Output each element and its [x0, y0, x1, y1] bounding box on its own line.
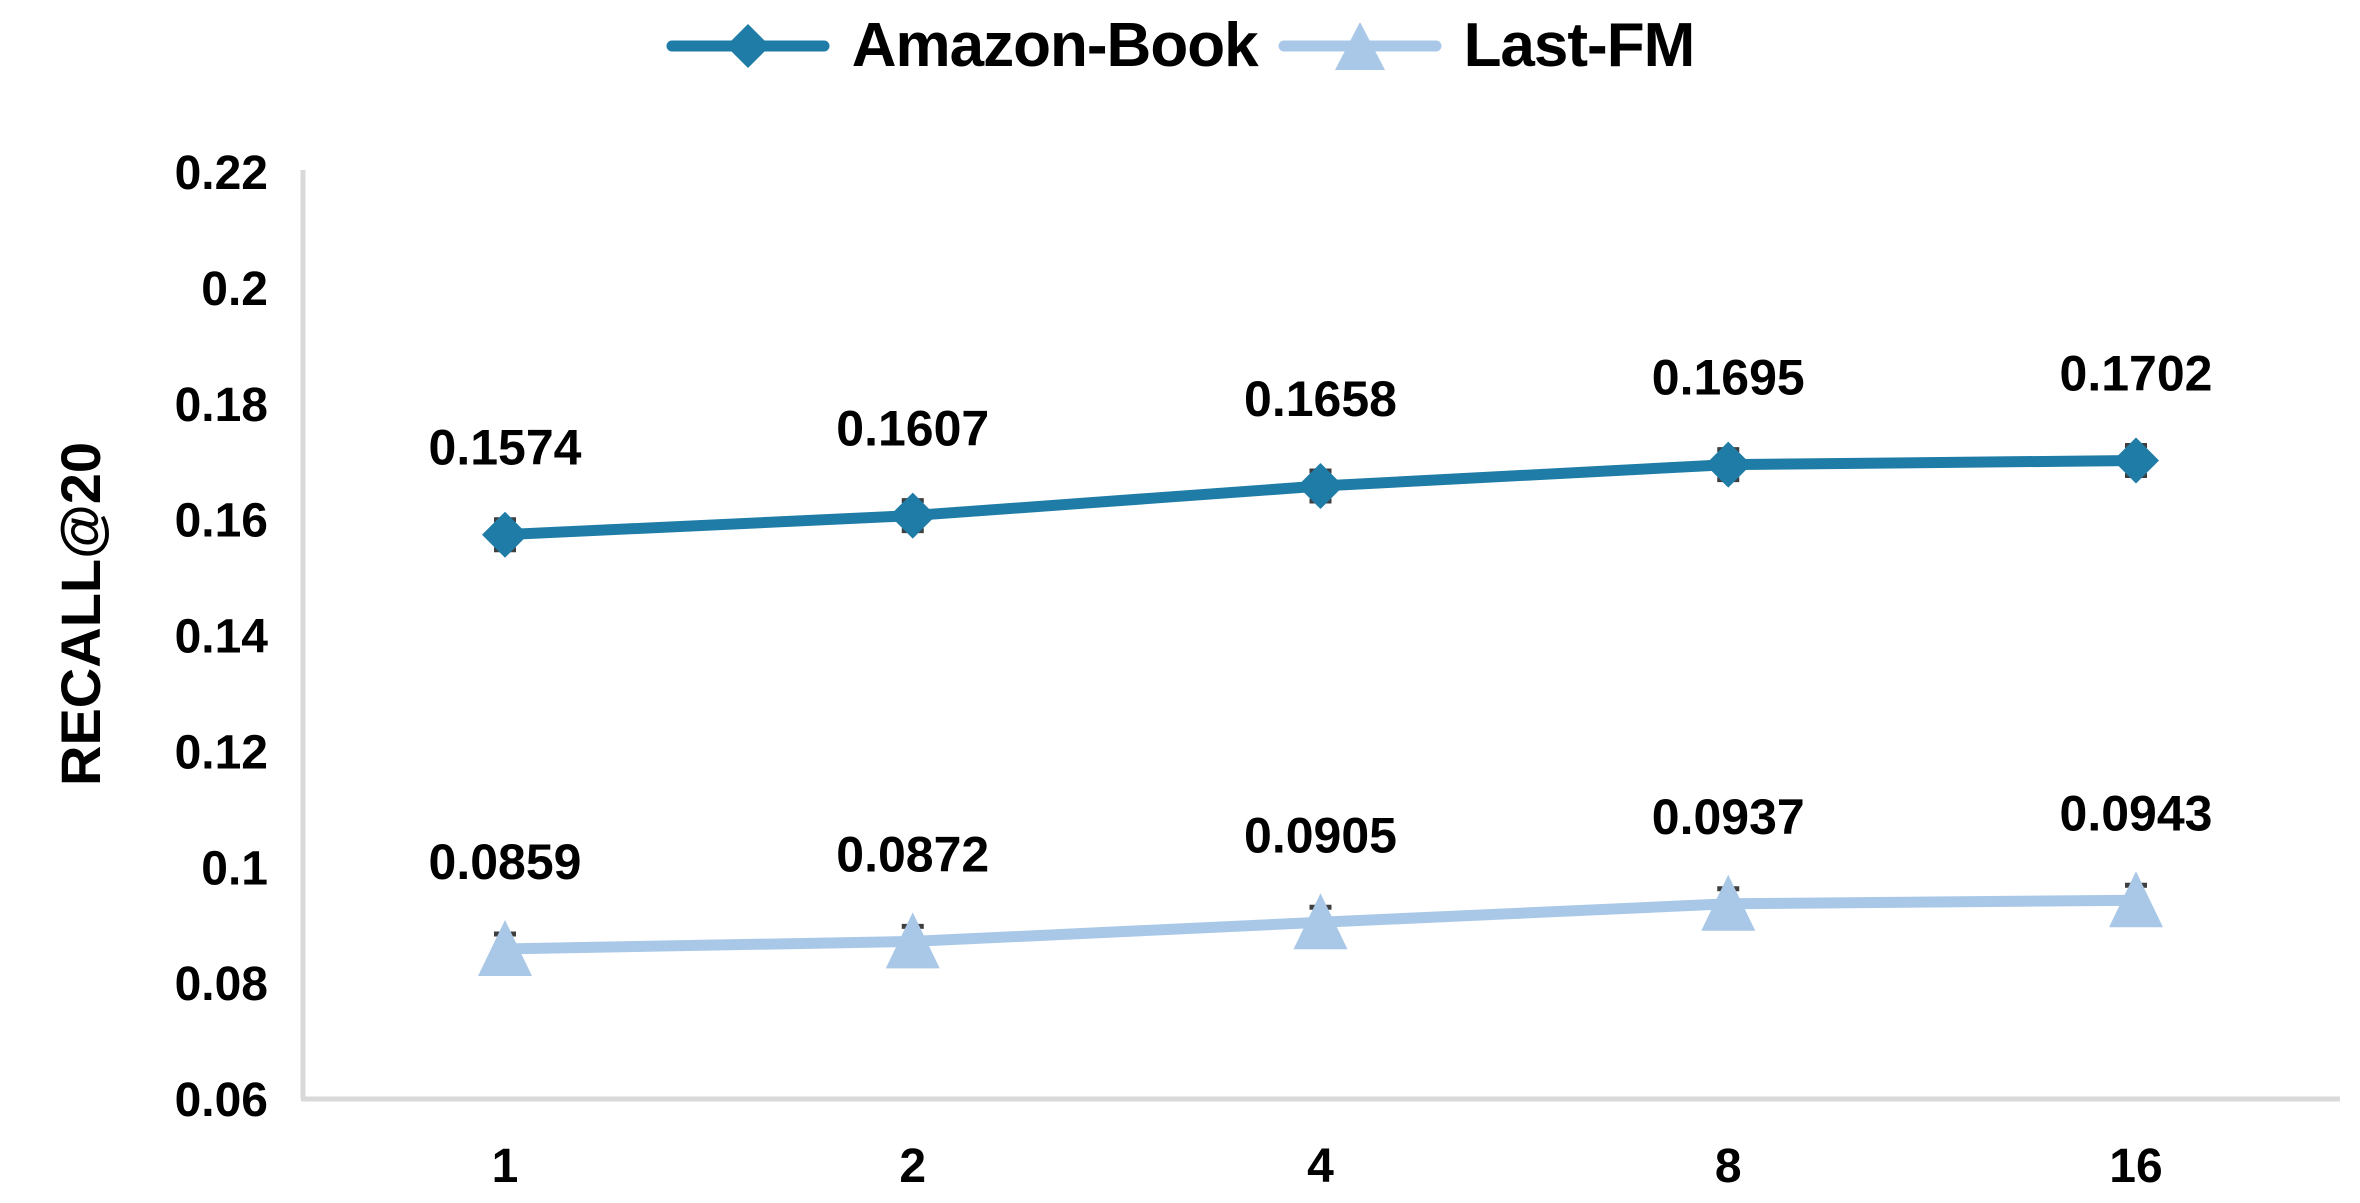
legend-entry-last-fm: Last-FM: [1278, 10, 1695, 81]
diamond-marker-icon: [1297, 463, 1344, 510]
triangle-marker-icon: [1293, 893, 1348, 950]
y-tick-label: 0.22: [175, 147, 268, 200]
data-point-label: 0.0905: [1244, 807, 1397, 863]
triangle-marker-icon: [478, 919, 532, 976]
x-tick-label: 4: [1307, 1140, 1334, 1193]
x-tick-label: 1: [492, 1140, 519, 1193]
data-point-label: 0.0943: [2060, 785, 2213, 841]
y-tick-label: 0.1: [201, 842, 268, 895]
triangle-marker-icon: [2109, 871, 2163, 928]
chart-legend: Amazon-Book Last-FM: [0, 10, 2360, 81]
triangle-marker-icon: [885, 912, 940, 969]
y-axis-title: RECALL@20: [49, 442, 112, 786]
legend-triangle-icon: [1334, 21, 1385, 70]
y-tick-label: 0.12: [175, 726, 268, 779]
y-tick-label: 0.06: [175, 1074, 268, 1127]
y-tick-label: 0.08: [175, 958, 268, 1011]
legend-label: Last-FM: [1463, 11, 1696, 80]
y-tick-label: 0.14: [175, 611, 269, 664]
y-tick-label: 0.18: [175, 379, 268, 432]
diamond-marker-icon: [1705, 441, 1752, 488]
y-tick-label: 0.2: [201, 263, 268, 316]
x-tick-label: 8: [1715, 1140, 1742, 1193]
diamond-marker-icon: [2113, 437, 2159, 484]
data-point-label: 0.1574: [429, 420, 582, 476]
legend-entry-amazon-book: Amazon-Book: [666, 10, 1259, 81]
legend-swatch-diamond: [666, 23, 830, 68]
diamond-marker-icon: [482, 511, 528, 558]
data-point-label: 0.0872: [836, 826, 989, 882]
y-tick-label: 0.16: [175, 495, 268, 548]
data-point-label: 0.1607: [836, 401, 989, 457]
legend-label: Amazon-Book: [851, 11, 1259, 80]
x-tick-label: 16: [2109, 1140, 2162, 1193]
legend-diamond-icon: [725, 23, 770, 68]
data-point-label: 0.0937: [1652, 789, 1805, 845]
triangle-marker-icon: [1701, 874, 1756, 931]
data-point-label: 0.1702: [2060, 346, 2213, 402]
diamond-marker-icon: [889, 492, 936, 539]
x-tick-label: 2: [899, 1140, 926, 1193]
data-point-label: 0.0859: [429, 834, 582, 890]
data-point-label: 0.1695: [1652, 350, 1805, 406]
data-point-label: 0.1658: [1244, 371, 1397, 427]
legend-swatch-triangle: [1278, 21, 1442, 70]
